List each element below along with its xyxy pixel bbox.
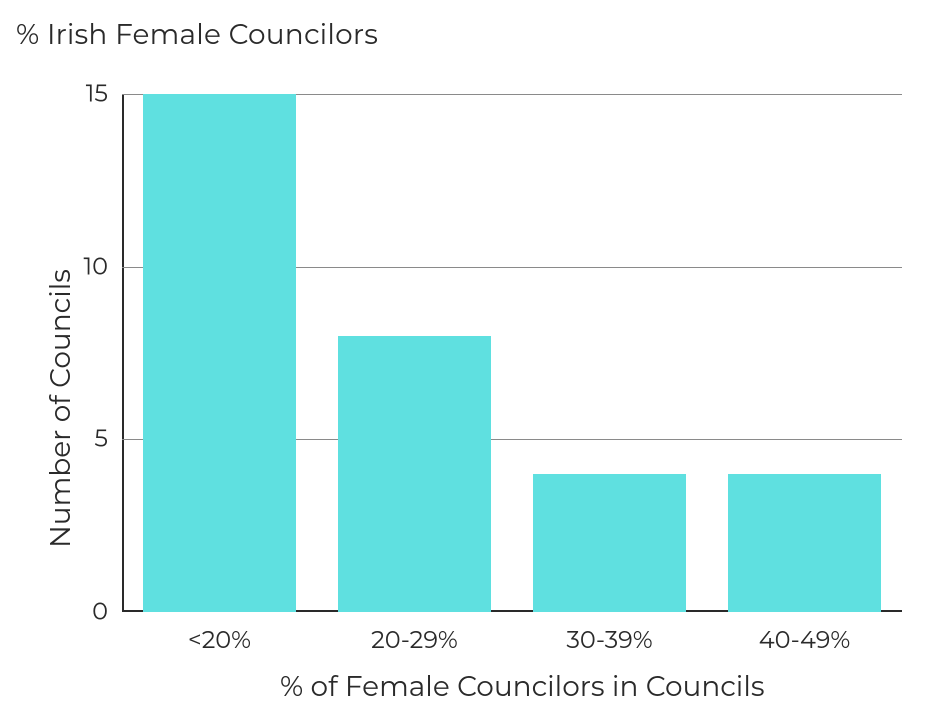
y-tick-label: 15 (86, 80, 108, 109)
x-axis-label: % of Female Councilors in Councils (280, 670, 765, 704)
y-tick-label: 5 (94, 425, 108, 454)
bar (338, 336, 490, 612)
x-tick-label: 20-29% (317, 626, 512, 655)
y-tick-label: 0 (92, 598, 108, 627)
x-tick-label: 30-39% (512, 626, 707, 655)
plot-area: <20%20-29%30-39%40-49% (122, 94, 902, 612)
chart-title: % Irish Female Councilors (16, 18, 378, 52)
x-tick-label: <20% (122, 626, 317, 655)
bar (728, 474, 880, 612)
bar (533, 474, 685, 612)
y-axis-label: Number of Councils (44, 269, 78, 548)
y-tick-label: 10 (83, 252, 108, 281)
y-axis-line (122, 94, 124, 612)
x-tick-label: 40-49% (707, 626, 902, 655)
bar (143, 94, 295, 612)
